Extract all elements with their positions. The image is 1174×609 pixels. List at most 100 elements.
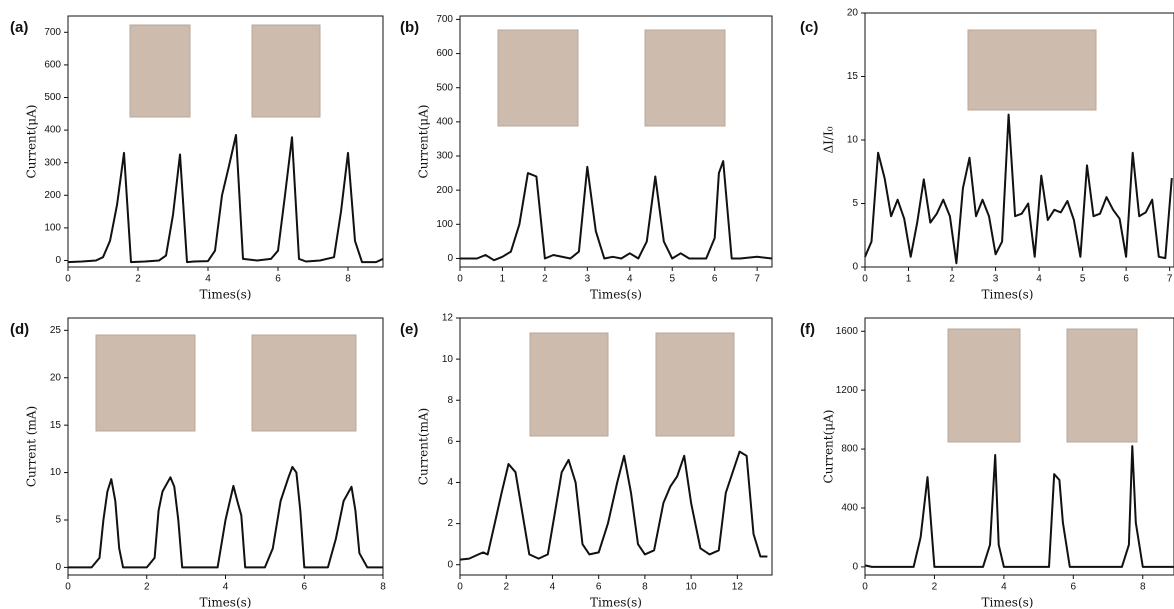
y-tick-label: 700 — [436, 14, 453, 25]
data-line — [864, 445, 1174, 568]
y-tick-label: 12 — [442, 313, 454, 324]
x-tick-label: 2 — [503, 582, 509, 593]
y-axis-label: Current(μA) — [822, 410, 836, 484]
y-tick-label: 200 — [436, 185, 453, 196]
y-axis-label: Current(μA) — [417, 105, 431, 179]
x-tick-label: 6 — [712, 274, 718, 285]
x-tick-label: 0 — [862, 274, 868, 285]
photo — [251, 334, 357, 432]
y-tick-label: 0 — [852, 262, 858, 273]
photo — [529, 332, 609, 437]
x-axis-label: Times(s) — [590, 596, 642, 609]
x-axis-label: Times(s) — [981, 596, 1033, 609]
x-tick-label: 2 — [949, 274, 955, 285]
data-line — [68, 465, 383, 569]
x-tick-label: 8 — [642, 582, 648, 593]
y-tick-label: 20 — [847, 8, 859, 19]
photo — [947, 328, 1021, 443]
x-tick-label: 1 — [906, 274, 912, 285]
y-axis-label: Current(mA) — [417, 408, 431, 485]
y-axis-label: ΔI/I₀ — [822, 126, 836, 153]
x-tick-label: 2 — [144, 582, 150, 593]
y-tick-label: 6 — [447, 436, 453, 447]
x-tick-label: 4 — [550, 582, 556, 593]
y-tick-label: 500 — [44, 92, 61, 103]
y-tick-label: 100 — [436, 219, 453, 230]
y-tick-label: 400 — [841, 503, 858, 514]
y-tick-label: 400 — [44, 125, 61, 136]
panel: 0 5 10 15 20 0 1 2 3 4 5 6 7 Times(s) ΔI/I₀ (c) — [800, 8, 1174, 302]
panel-label: (e) — [400, 321, 418, 338]
x-tick-label: 6 — [1071, 582, 1077, 593]
x-tick-label: 4 — [1001, 582, 1007, 593]
x-tick-label: 6 — [596, 582, 602, 593]
y-tick-label: 5 — [55, 515, 61, 526]
y-tick-label: 600 — [436, 48, 453, 59]
x-axis-label: Times(s) — [590, 288, 642, 302]
x-tick-label: 10 — [686, 582, 698, 593]
photo — [1066, 328, 1138, 443]
y-tick-label: 5 — [852, 198, 858, 209]
photo — [967, 29, 1097, 111]
y-tick-label: 2 — [447, 518, 453, 529]
y-tick-label: 500 — [436, 82, 453, 93]
x-tick-label: 7 — [1167, 274, 1173, 285]
x-tick-label: 6 — [1123, 274, 1129, 285]
panel-label: (c) — [800, 19, 818, 36]
panel: 0 2 4 6 8 10 12 0 2 4 6 8 10 12 Times(s) Current(mA) (e) — [400, 313, 773, 609]
x-tick-label: 0 — [862, 582, 868, 593]
x-tick-label: 7 — [754, 274, 760, 285]
photo — [644, 29, 726, 127]
photo — [95, 334, 196, 432]
y-tick-label: 1200 — [836, 385, 859, 396]
x-tick-label: 1 — [500, 274, 506, 285]
photo — [655, 332, 735, 437]
y-axis-label: Current (mA) — [25, 406, 39, 487]
y-tick-label: 0 — [55, 562, 61, 573]
panel: 0 100 200 300 400 500 600 700 0 1 2 3 4 5 6 7 Times(s) Cu… — [400, 14, 773, 302]
y-tick-label: 10 — [50, 467, 62, 478]
x-tick-label: 8 — [1140, 582, 1146, 593]
y-tick-label: 8 — [447, 395, 453, 406]
x-tick-label: 0 — [457, 274, 463, 285]
y-tick-label: 400 — [436, 117, 453, 128]
x-tick-label: 0 — [457, 582, 463, 593]
y-tick-label: 300 — [436, 151, 453, 162]
panel-label: (b) — [400, 19, 419, 36]
y-tick-label: 100 — [44, 223, 61, 234]
y-tick-label: 700 — [44, 27, 61, 38]
x-axis-label: Times(s) — [981, 288, 1033, 302]
x-tick-label: 4 — [627, 274, 633, 285]
data-line — [864, 113, 1173, 265]
y-tick-label: 1600 — [836, 326, 859, 337]
photo — [129, 24, 191, 118]
y-tick-label: 15 — [50, 420, 62, 431]
y-tick-label: 0 — [447, 559, 453, 570]
y-axis-label: Current(μA) — [25, 105, 39, 179]
y-tick-label: 200 — [44, 190, 61, 201]
x-tick-label: 6 — [301, 582, 307, 593]
y-tick-label: 0 — [852, 562, 858, 573]
y-tick-label: 300 — [44, 157, 61, 168]
x-axis-label: Times(s) — [199, 596, 251, 609]
plot-frame — [864, 317, 1174, 576]
x-tick-label: 4 — [223, 582, 229, 593]
x-tick-label: 0 — [65, 274, 71, 285]
x-tick-label: 0 — [65, 582, 71, 593]
x-axis-label: Times(s) — [199, 288, 251, 302]
panel: 0 5 10 15 20 25 0 2 4 6 8 Times(s) Current (mA) (d) — [10, 317, 386, 609]
x-tick-label: 5 — [669, 274, 675, 285]
x-tick-label: 4 — [205, 274, 211, 285]
plot-frame — [459, 15, 773, 268]
x-tick-label: 2 — [932, 582, 938, 593]
panel: 0 400 800 1200 1600 0 2 4 6 8 Times(s) Current(μA) (… — [800, 317, 1174, 609]
y-tick-label: 4 — [447, 477, 453, 488]
panel-label: (d) — [10, 321, 29, 338]
y-tick-label: 20 — [50, 372, 62, 383]
y-tick-label: 600 — [44, 60, 61, 71]
x-tick-label: 8 — [345, 274, 351, 285]
photo — [251, 24, 321, 118]
y-tick-label: 10 — [442, 354, 454, 365]
plot-frame — [459, 317, 773, 576]
